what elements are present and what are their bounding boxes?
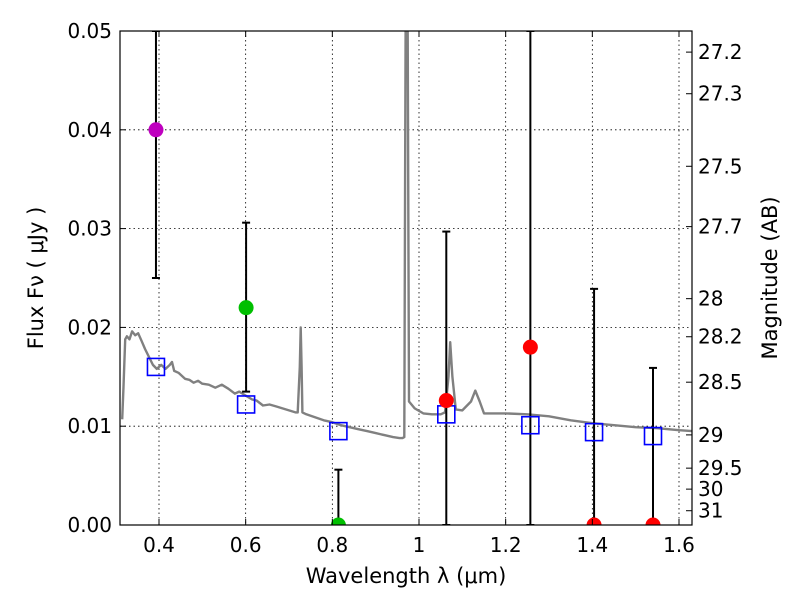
- axes: 0.4 0.6 0.8 1 1.2 1.4 1.6 0.00 0.01 0.02 0.03 0.04 0…: [67, 19, 742, 557]
- x-axis-label: Wavelength λ (μm): [306, 564, 507, 588]
- observed-flux-point: [238, 300, 254, 316]
- magnitude-tick-label: 28.2: [698, 325, 743, 349]
- model-photometry-square: [584, 422, 604, 442]
- observed-flux-point: [330, 517, 346, 525]
- model-spectrum-line: [121, 31, 692, 440]
- y-tick-label: 0.04: [67, 118, 112, 142]
- magnitude-tick-label: 29.5: [698, 456, 743, 480]
- grid: [120, 31, 692, 525]
- y-tick-label: 0.03: [67, 217, 112, 241]
- model-photometry-square: [643, 426, 663, 446]
- x-tick-label: 1.6: [663, 533, 695, 557]
- observed-flux-point: [438, 393, 454, 409]
- magnitude-tick-label: 29: [698, 423, 723, 447]
- x-tick-label: 1: [413, 533, 426, 557]
- y-tick-label: 0.05: [67, 19, 112, 43]
- magnitude-tick-label: 28.5: [698, 370, 743, 394]
- y-tick-label: 0.01: [67, 414, 112, 438]
- observed-flux-point: [645, 517, 661, 525]
- magnitude-tick-label: 31: [698, 499, 723, 523]
- y-tick-label: 0.00: [67, 513, 112, 537]
- x-tick-label: 0.6: [230, 533, 262, 557]
- error-bars: [151, 31, 657, 525]
- model-photometry-square: [146, 357, 166, 377]
- model-photometry-square: [521, 415, 540, 435]
- observed-photometry-markers: [148, 122, 661, 525]
- x-tick-label: 0.8: [316, 533, 348, 557]
- y-axis-label: Flux Fν ( μJy ): [24, 207, 48, 350]
- observed-flux-point: [522, 339, 538, 355]
- right-axis-label: Magnitude (AB): [758, 196, 782, 359]
- x-tick-label: 1.4: [576, 533, 608, 557]
- model-photometry-markers: [146, 357, 663, 446]
- x-tick-label: 1.2: [490, 533, 522, 557]
- magnitude-tick-label: 27.7: [698, 215, 743, 239]
- magnitude-tick-label: 27.3: [698, 82, 743, 106]
- magnitude-tick-label: 27.2: [698, 40, 743, 64]
- plot-area: [121, 31, 692, 525]
- model-photometry-square: [236, 395, 256, 414]
- plot-frame: [119, 30, 693, 526]
- magnitude-tick-label: 27.5: [698, 154, 743, 178]
- x-tick-label: 0.4: [143, 533, 175, 557]
- magnitude-tick-label: 30: [698, 477, 723, 501]
- model-photometry-square: [329, 421, 348, 441]
- observed-flux-point: [148, 122, 164, 138]
- magnitude-tick-label: 28: [698, 287, 723, 311]
- y-tick-label: 0.02: [67, 315, 112, 339]
- observed-flux-point: [586, 517, 602, 525]
